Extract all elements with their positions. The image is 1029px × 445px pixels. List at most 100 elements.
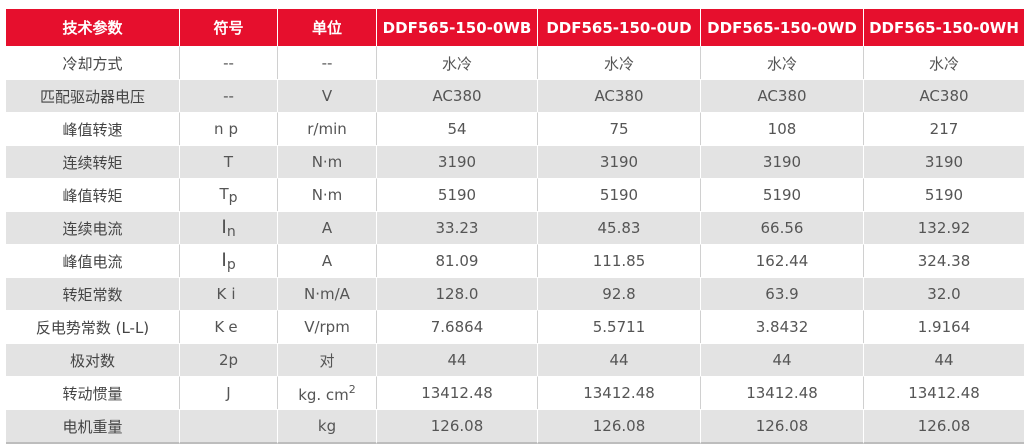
- table-header-row: 技术参数 符号 单位 DDF565-150-0WB DDF565-150-0UD…: [6, 9, 1024, 46]
- unit-cell: N·m: [278, 145, 377, 178]
- value-cell: 54: [377, 112, 538, 145]
- table-row: 转矩常数 Ki N·m/A 128.0 92.8 63.9 32.0: [6, 277, 1024, 310]
- symbol-cell: --: [180, 79, 278, 112]
- value-cell: 5190: [701, 178, 864, 211]
- unit-cell: r/min: [278, 112, 377, 145]
- param-cell: 峰值电流: [6, 244, 180, 277]
- header-param: 技术参数: [6, 9, 180, 46]
- unit-cell: V: [278, 79, 377, 112]
- symbol-cell: Ke: [180, 310, 278, 343]
- value-cell: 66.56: [701, 211, 864, 244]
- value-cell: 水冷: [864, 46, 1024, 79]
- unit-cell: N·m/A: [278, 277, 377, 310]
- value-cell: 13412.48: [377, 376, 538, 409]
- value-cell: 44: [377, 343, 538, 376]
- symbol-cell: Ki: [180, 277, 278, 310]
- value-cell: 162.44: [701, 244, 864, 277]
- value-cell: 水冷: [538, 46, 701, 79]
- value-cell: 32.0: [864, 277, 1024, 310]
- value-cell: 33.23: [377, 211, 538, 244]
- value-cell: 126.08: [701, 409, 864, 444]
- header-model-0wh: DDF565-150-0WH: [864, 9, 1024, 46]
- value-cell: 126.08: [538, 409, 701, 444]
- header-model-0wd: DDF565-150-0WD: [701, 9, 864, 46]
- value-cell: 3190: [864, 145, 1024, 178]
- param-cell: 转动惯量: [6, 376, 180, 409]
- unit-cell: N·m: [278, 178, 377, 211]
- table-row: 电机重量 kg 126.08 126.08 126.08 126.08: [6, 409, 1024, 444]
- unit-cell: V/rpm: [278, 310, 377, 343]
- unit-cell: 对: [278, 343, 377, 376]
- value-cell: 1.9164: [864, 310, 1024, 343]
- param-cell: 连续转矩: [6, 145, 180, 178]
- symbol-cell: J: [180, 376, 278, 409]
- unit-main: kg. cm: [298, 385, 349, 404]
- value-cell: 13412.48: [538, 376, 701, 409]
- motor-spec-table: 技术参数 符号 单位 DDF565-150-0WB DDF565-150-0UD…: [6, 9, 1024, 444]
- table-row: 反电势常数 (L-L) Ke V/rpm 7.6864 5.5711 3.843…: [6, 310, 1024, 343]
- table-row: 峰值转矩 Tp N·m 5190 5190 5190 5190: [6, 178, 1024, 211]
- symbol-text: np: [213, 120, 244, 138]
- param-cell: 冷却方式: [6, 46, 180, 79]
- value-cell: 63.9: [701, 277, 864, 310]
- value-cell: 13412.48: [864, 376, 1024, 409]
- param-cell: 电机重量: [6, 409, 180, 444]
- table-row: 匹配驱动器电压 -- V AC380 AC380 AC380 AC380: [6, 79, 1024, 112]
- symbol-cell: Tp: [180, 178, 278, 211]
- value-cell: 5190: [538, 178, 701, 211]
- value-cell: 3190: [377, 145, 538, 178]
- symbol-cell: --: [180, 46, 278, 79]
- value-cell: 217: [864, 112, 1024, 145]
- param-cell: 转矩常数: [6, 277, 180, 310]
- param-cell: 极对数: [6, 343, 180, 376]
- value-cell: 3190: [538, 145, 701, 178]
- value-cell: 128.0: [377, 277, 538, 310]
- param-cell: 峰值转速: [6, 112, 180, 145]
- unit-cell: kg: [278, 409, 377, 444]
- symbol-cell: In: [180, 211, 278, 244]
- header-unit: 单位: [278, 9, 377, 46]
- header-model-0wb: DDF565-150-0WB: [377, 9, 538, 46]
- symbol-cell: Ip: [180, 244, 278, 277]
- param-cell: 峰值转矩: [6, 178, 180, 211]
- value-cell: 92.8: [538, 277, 701, 310]
- table-row: 连续电流 In A 33.23 45.83 66.56 132.92: [6, 211, 1024, 244]
- value-cell: 44: [538, 343, 701, 376]
- symbol-subscript: p: [226, 257, 236, 273]
- unit-cell: A: [278, 244, 377, 277]
- table-row: 峰值转速 np r/min 54 75 108 217: [6, 112, 1024, 145]
- table-row: 极对数 2p 对 44 44 44 44: [6, 343, 1024, 376]
- value-cell: 水冷: [701, 46, 864, 79]
- header-model-0ud: DDF565-150-0UD: [538, 9, 701, 46]
- value-cell: 13412.48: [701, 376, 864, 409]
- value-cell: 7.6864: [377, 310, 538, 343]
- value-cell: 3.8432: [701, 310, 864, 343]
- unit-cell: kg. cm2: [278, 376, 377, 409]
- symbol-text: Ki: [216, 285, 241, 303]
- symbol-cell: T: [180, 145, 278, 178]
- unit-cell: A: [278, 211, 377, 244]
- table-row: 转动惯量 J kg. cm2 13412.48 13412.48 13412.4…: [6, 376, 1024, 409]
- value-cell: 44: [864, 343, 1024, 376]
- symbol-main: T: [219, 184, 229, 203]
- value-cell: 75: [538, 112, 701, 145]
- value-cell: 126.08: [864, 409, 1024, 444]
- table-row: 峰值电流 Ip A 81.09 111.85 162.44 324.38: [6, 244, 1024, 277]
- table-row: 冷却方式 -- -- 水冷 水冷 水冷 水冷: [6, 46, 1024, 79]
- table-row: 连续转矩 T N·m 3190 3190 3190 3190: [6, 145, 1024, 178]
- value-cell: 324.38: [864, 244, 1024, 277]
- param-cell: 连续电流: [6, 211, 180, 244]
- symbol-cell: np: [180, 112, 278, 145]
- value-cell: 45.83: [538, 211, 701, 244]
- value-cell: 108: [701, 112, 864, 145]
- header-symbol: 符号: [180, 9, 278, 46]
- symbol-main: I: [221, 216, 227, 238]
- symbol-subscript: n: [226, 224, 236, 240]
- value-cell: 44: [701, 343, 864, 376]
- value-cell: AC380: [701, 79, 864, 112]
- value-cell: AC380: [538, 79, 701, 112]
- symbol-main: I: [221, 249, 227, 271]
- symbol-subscript: p: [228, 189, 238, 206]
- unit-cell: --: [278, 46, 377, 79]
- value-cell: 水冷: [377, 46, 538, 79]
